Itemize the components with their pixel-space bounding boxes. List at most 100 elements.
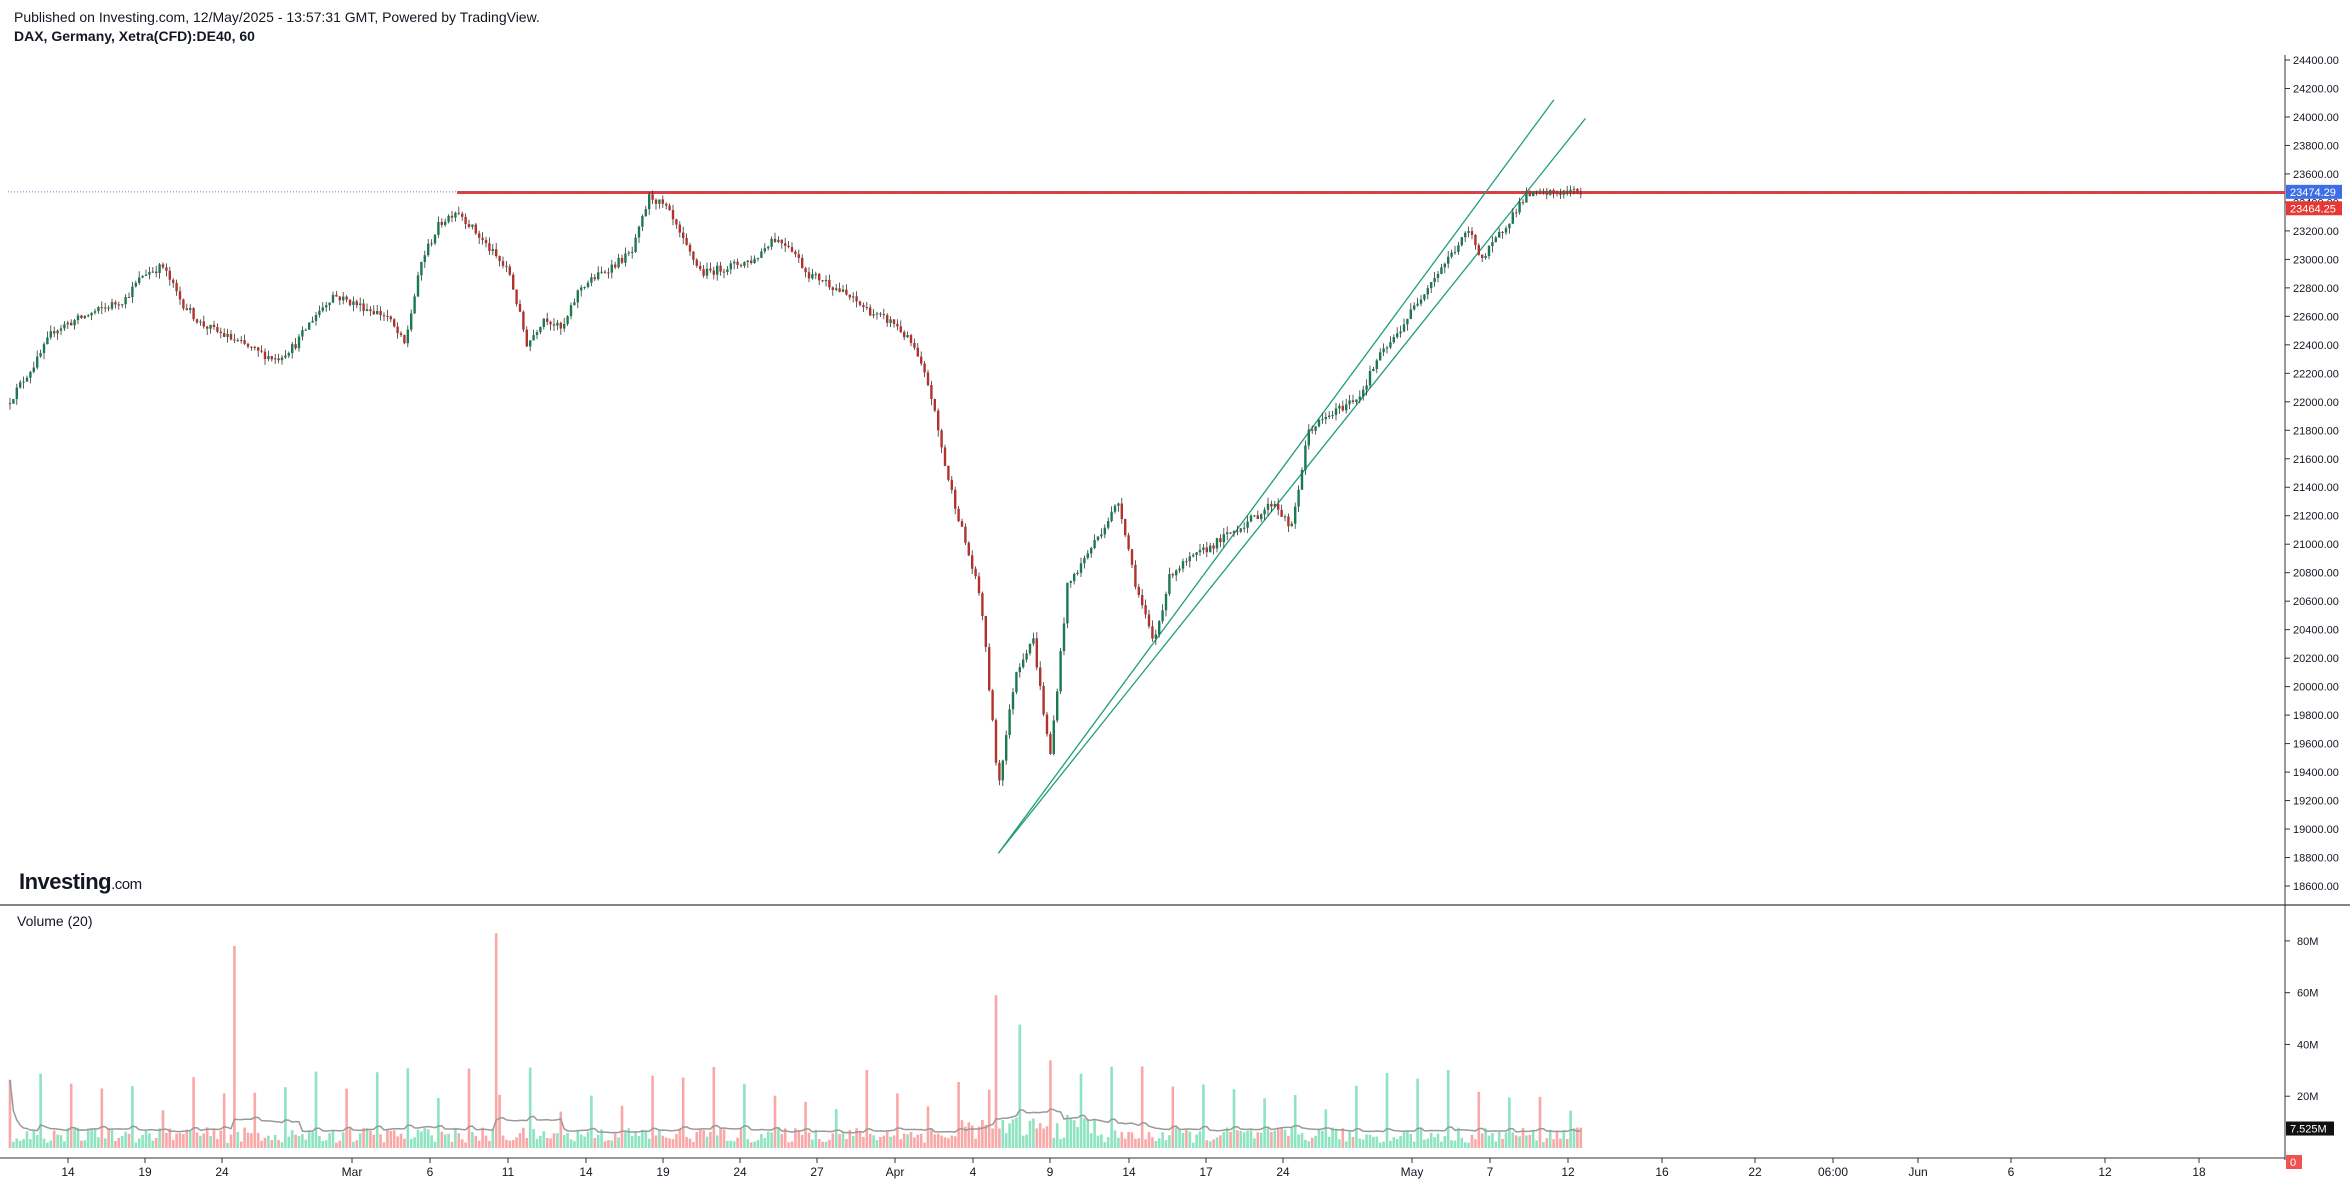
candle-body (1011, 692, 1015, 710)
volume-bar (52, 1130, 56, 1148)
volume-bar (998, 1128, 1001, 1148)
volume-bar (882, 1135, 886, 1148)
candle-body (1304, 445, 1307, 470)
volume-bar (8, 1079, 12, 1148)
candle-body (593, 277, 596, 280)
candle-body (1032, 638, 1035, 644)
candle-body (437, 221, 440, 235)
volume-bar (549, 1138, 552, 1148)
volume-bar (1178, 1129, 1181, 1148)
volume-bar (797, 1130, 801, 1148)
time-tick-label: 7 (1487, 1165, 1494, 1179)
candle-body (1562, 190, 1565, 195)
candle-body (1535, 190, 1538, 192)
price-tick-label: 20600.00 (2293, 596, 2339, 608)
candle-body (988, 647, 991, 691)
candle-body (90, 312, 93, 316)
candle-body (1107, 521, 1110, 528)
volume-bar (760, 1134, 763, 1148)
candle-body (1028, 643, 1032, 654)
candle-body (15, 387, 18, 399)
volume-bar (430, 1135, 433, 1148)
volume-bar (239, 1141, 243, 1148)
candle-body (1362, 389, 1365, 397)
volume-bar (1361, 1139, 1365, 1148)
candle-body (87, 315, 90, 317)
candle-body (855, 296, 858, 302)
candle-body (1508, 223, 1511, 229)
candle-body (1127, 535, 1130, 550)
volume-bar (1457, 1127, 1460, 1148)
candle-body (1056, 691, 1059, 721)
volume-bar (525, 1137, 529, 1148)
candle-body (294, 344, 297, 349)
candle-body (301, 330, 304, 337)
candle-body (161, 264, 165, 268)
candle-body (444, 221, 447, 225)
volume-bar (399, 1133, 403, 1148)
candle-body (1331, 415, 1334, 417)
volume-bar (1185, 1130, 1188, 1148)
candle-body (835, 288, 838, 290)
candle-body (1464, 232, 1467, 238)
candle-body (811, 274, 814, 279)
candle-body (937, 410, 940, 431)
volume-bar (756, 1140, 760, 1148)
candle-body (1144, 605, 1147, 615)
candle-body (1409, 309, 1412, 320)
candle-body (865, 307, 868, 309)
price-tick-label: 21200.00 (2293, 511, 2339, 523)
candle-body (1243, 527, 1246, 529)
volume-bar (501, 1135, 505, 1148)
candle-body (151, 271, 154, 273)
volume-bar (651, 1075, 654, 1148)
time-tick-label: 06:00 (1818, 1165, 1848, 1179)
volume-bar (1004, 1133, 1008, 1148)
volume-bar (219, 1130, 223, 1148)
candle-body (981, 593, 984, 616)
volume-tick-label: 40M (2297, 1039, 2318, 1051)
candle-body (1576, 188, 1579, 194)
candle-body (634, 237, 637, 252)
volume-bar (573, 1141, 576, 1148)
volume-bar (1222, 1131, 1226, 1148)
volume-bar (86, 1128, 90, 1148)
volume-bar (511, 1139, 515, 1148)
candle-body (134, 282, 137, 287)
volume-bar (936, 1133, 940, 1148)
candle-body (1334, 408, 1338, 416)
volume-bar (443, 1134, 447, 1148)
volume-bar (1001, 1119, 1005, 1148)
volume-bar (593, 1137, 597, 1148)
volume-bar (647, 1138, 651, 1148)
candle-body (1229, 532, 1232, 534)
candle-body (1538, 190, 1542, 193)
candle-body (695, 259, 698, 266)
volume-bar (158, 1128, 161, 1148)
candle-body (960, 521, 964, 527)
candle-body (42, 344, 46, 354)
volume-bar (1117, 1137, 1120, 1148)
volume-bar (957, 1081, 960, 1148)
volume-bar (583, 1136, 586, 1148)
time-tick-label: 24 (1276, 1165, 1290, 1179)
candle-body (1419, 299, 1423, 304)
candle-body (355, 301, 358, 306)
candle-body (1542, 190, 1545, 193)
volume-bar (83, 1140, 87, 1148)
volume-bar (1045, 1126, 1049, 1148)
candle-body (1147, 614, 1151, 627)
volume-bar (807, 1132, 811, 1148)
volume-bar (913, 1137, 916, 1148)
volume-bar (1208, 1141, 1212, 1148)
volume-bar (1168, 1135, 1171, 1148)
volume-bar (1331, 1127, 1334, 1148)
volume-bar (974, 1138, 977, 1148)
volume-bar (188, 1130, 192, 1148)
volume-bar (1239, 1130, 1243, 1148)
candle-body (386, 315, 389, 317)
candle-body (933, 399, 936, 411)
candle-body (195, 319, 199, 323)
candle-body (1474, 234, 1477, 246)
